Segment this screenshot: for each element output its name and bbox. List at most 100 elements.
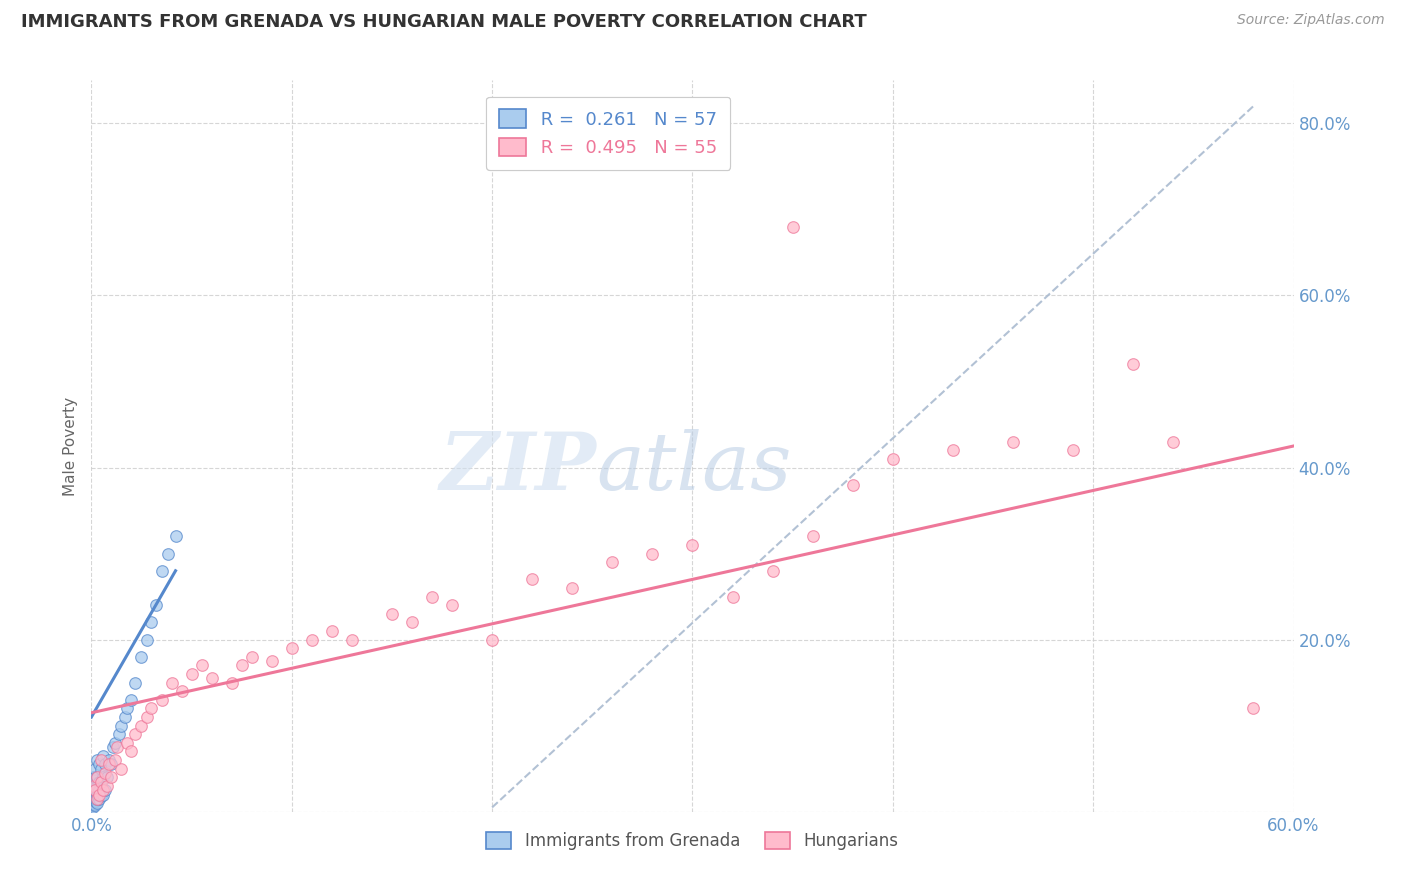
Point: [90, 779, 112, 793]
Point: [762, 564, 785, 578]
Point: [84, 788, 107, 802]
Point: [110, 719, 132, 733]
Point: [141, 615, 163, 630]
Point: [801, 529, 824, 543]
Point: [98, 757, 121, 772]
Point: [221, 675, 243, 690]
Point: [107, 740, 129, 755]
Point: [82, 783, 104, 797]
Point: [82, 792, 104, 806]
Point: [84, 783, 107, 797]
Point: [89, 757, 111, 772]
Point: [121, 744, 143, 758]
Point: [170, 684, 193, 698]
Point: [1001, 434, 1024, 449]
Point: [882, 451, 904, 466]
Point: [98, 753, 121, 767]
Point: [93, 788, 115, 802]
Point: [93, 748, 115, 763]
Point: [114, 710, 136, 724]
Point: [84, 770, 107, 784]
Point: [82, 789, 104, 804]
Point: [1163, 434, 1185, 449]
Point: [94, 783, 117, 797]
Point: [82, 796, 104, 810]
Point: [381, 607, 404, 621]
Point: [841, 477, 863, 491]
Point: [84, 794, 107, 808]
Point: [401, 615, 423, 630]
Point: [82, 779, 104, 793]
Point: [82, 780, 104, 795]
Point: [721, 590, 744, 604]
Point: [86, 770, 108, 784]
Point: [104, 736, 127, 750]
Y-axis label: Male Poverty: Male Poverty: [63, 396, 79, 496]
Point: [86, 796, 108, 810]
Point: [260, 654, 283, 668]
Point: [89, 788, 111, 802]
Point: [89, 783, 111, 797]
Point: [121, 693, 143, 707]
Point: [141, 701, 163, 715]
Point: [93, 783, 115, 797]
Point: [131, 649, 153, 664]
Point: [86, 770, 108, 784]
Point: [82, 786, 104, 800]
Point: [82, 779, 104, 793]
Point: [82, 788, 104, 802]
Point: [93, 770, 115, 784]
Point: [231, 658, 253, 673]
Point: [240, 649, 263, 664]
Point: [94, 766, 117, 780]
Point: [145, 598, 167, 612]
Point: [1122, 357, 1144, 371]
Point: [124, 727, 146, 741]
Point: [104, 753, 127, 767]
Point: [86, 788, 108, 802]
Point: [522, 573, 544, 587]
Point: [117, 736, 139, 750]
Point: [82, 770, 104, 784]
Point: [124, 675, 146, 690]
Point: [84, 779, 107, 793]
Point: [681, 538, 703, 552]
Point: [160, 675, 183, 690]
Point: [942, 443, 965, 458]
Point: [86, 792, 108, 806]
Point: [96, 779, 118, 793]
Point: [150, 693, 173, 707]
Point: [96, 770, 118, 784]
Point: [136, 710, 159, 724]
Point: [82, 794, 104, 808]
Point: [201, 671, 224, 685]
Point: [340, 632, 363, 647]
Point: [94, 757, 117, 772]
Point: [100, 770, 122, 784]
Point: [90, 774, 112, 789]
Point: [86, 792, 108, 806]
Point: [131, 719, 153, 733]
Point: [84, 783, 107, 797]
Point: [108, 727, 131, 741]
Point: [782, 219, 804, 234]
Point: [165, 529, 187, 543]
Point: [420, 590, 443, 604]
Point: [641, 547, 664, 561]
Point: [190, 658, 212, 673]
Text: ZIP: ZIP: [440, 429, 596, 507]
Text: IMMIGRANTS FROM GRENADA VS HUNGARIAN MALE POVERTY CORRELATION CHART: IMMIGRANTS FROM GRENADA VS HUNGARIAN MAL…: [21, 13, 868, 31]
Point: [89, 774, 111, 789]
Point: [281, 641, 304, 656]
Point: [84, 762, 107, 776]
Point: [150, 564, 173, 578]
Point: [103, 740, 125, 755]
Text: Source: ZipAtlas.com: Source: ZipAtlas.com: [1237, 13, 1385, 28]
Point: [321, 624, 343, 638]
Point: [481, 632, 503, 647]
Point: [82, 774, 104, 789]
Text: atlas: atlas: [596, 429, 792, 507]
Point: [180, 667, 202, 681]
Point: [100, 757, 122, 772]
Point: [84, 792, 107, 806]
